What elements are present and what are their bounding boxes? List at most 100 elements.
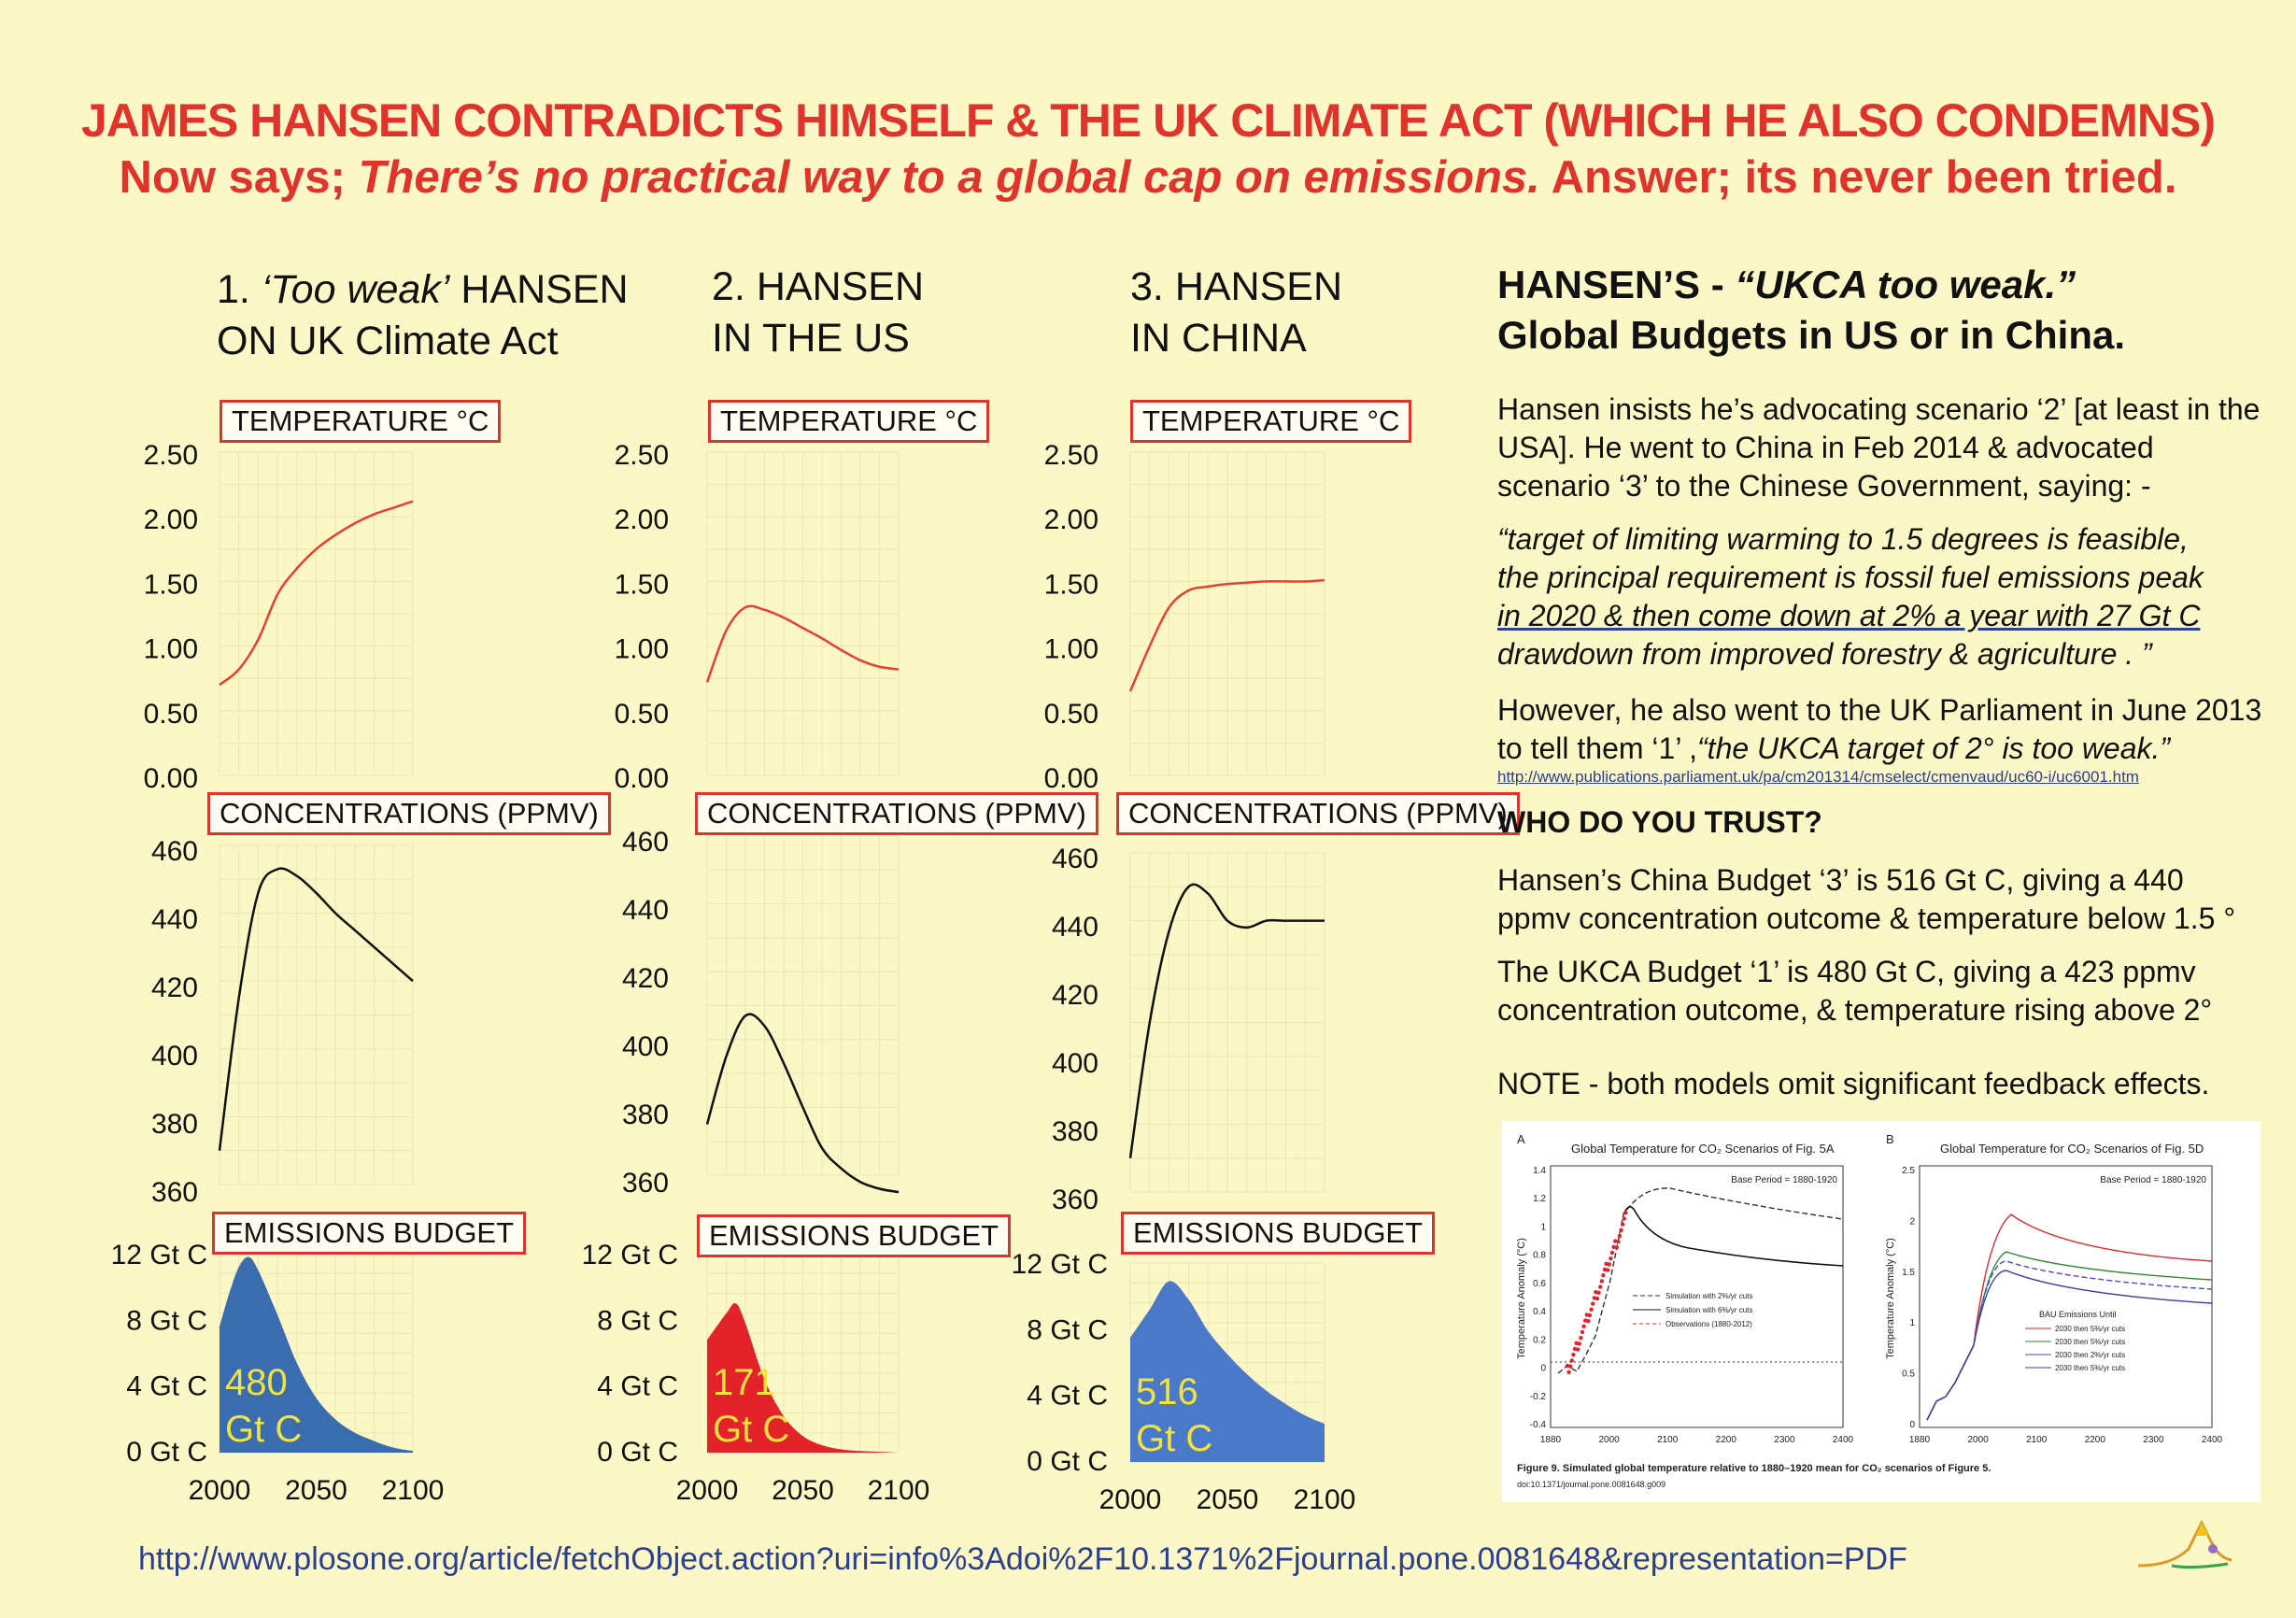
- y-tick-label: 1.00: [144, 634, 198, 665]
- panel-title-temperature-2: TEMPERATURE °C: [708, 400, 990, 443]
- inset-curve-6pct: [1623, 1206, 1844, 1267]
- y-tick-label: 2.00: [144, 504, 198, 535]
- parliament-link-text[interactable]: http://www.publications.parliament.uk/pa…: [1497, 768, 2139, 786]
- chart-2: 2.50 2.00 1.50 1.00 0.50 0.00: [615, 440, 900, 794]
- inset-observation-point: [1577, 1341, 1581, 1346]
- budget-value-label: 516: [1136, 1371, 1198, 1412]
- quote-line-1: “target of limiting warming to 1.5 degre…: [1497, 522, 2189, 556]
- inset-legend-a-1: Simulation with 2%/yr cuts: [1665, 1292, 1752, 1300]
- y-tick-label: 400: [1052, 1048, 1098, 1079]
- y-tick-label: 0.00: [144, 763, 198, 794]
- inset-observation-point: [1566, 1370, 1571, 1374]
- col2-number: 2.: [712, 264, 757, 309]
- inset-observation-point: [1621, 1222, 1625, 1227]
- footer-url[interactable]: http://www.plosone.org/article/fetchObje…: [138, 1541, 1907, 1577]
- y-tick-label: 460: [622, 827, 669, 858]
- y-tick-label: 460: [1052, 844, 1098, 874]
- inset-x-tick: 2200: [2085, 1435, 2106, 1445]
- budget-unit-label: Gt C: [1136, 1418, 1212, 1459]
- inset-y-tick: 0.4: [1533, 1307, 1546, 1317]
- parliament-link[interactable]: http://www.publications.parliament.uk/pa…: [1497, 768, 2139, 787]
- inset-x-tick: 2100: [1657, 1435, 1679, 1445]
- y-tick-label: 12 Gt C: [1012, 1249, 1108, 1280]
- panel-title-concentrations-1: CONCENTRATIONS (PPMV): [207, 792, 611, 835]
- chart-6: 460 440 420 400 380 360: [1052, 844, 1325, 1215]
- inset-base-period: Base Period = 1880-1920: [2100, 1175, 2206, 1185]
- budget-unit-label: Gt C: [225, 1409, 302, 1450]
- x-tick-label: 2000: [189, 1475, 251, 1506]
- inset-x-tick: 2100: [2026, 1435, 2048, 1445]
- y-tick-label: 360: [1052, 1185, 1098, 1215]
- chart-3: 2.50 2.00 1.50 1.00 0.50 0.00: [1044, 440, 1325, 794]
- inset-curve-2pct: [1557, 1187, 1844, 1374]
- budget-unit-label: Gt C: [713, 1409, 789, 1450]
- paragraph-ukca-budget: The UKCA Budget ‘1’ is 480 Gt C, giving …: [1497, 955, 2213, 1027]
- paragraph-china-budget: Hansen’s China Budget ‘3’ is 516 Gt C, g…: [1497, 863, 2236, 935]
- right-heading-line2: Global Budgets in US or in China.: [1497, 313, 2126, 357]
- y-tick-label: 380: [622, 1100, 669, 1130]
- emissions-area: [1130, 1281, 1325, 1462]
- y-tick-label: 0.50: [1044, 699, 1098, 730]
- col3-line1: HANSEN: [1174, 264, 1343, 309]
- y-tick-label: 2.00: [615, 504, 669, 535]
- inset-observation-point: [1579, 1336, 1583, 1341]
- y-tick-label: 0.00: [1044, 763, 1098, 794]
- inset-y-tick: 1.4: [1533, 1166, 1546, 1176]
- panel-title-emissions-3: EMISSIONS BUDGET: [1121, 1212, 1436, 1255]
- inset-observation-point: [1568, 1364, 1573, 1369]
- inset-observation-point: [1619, 1228, 1623, 1232]
- inset-curve-blue-dashed: [1926, 1260, 2213, 1421]
- inset-curve-green: [1926, 1251, 2213, 1421]
- inset-caption: Figure 9. Simulated global temperature r…: [1517, 1463, 1991, 1474]
- y-tick-label: 8 Gt C: [597, 1305, 678, 1336]
- page-subtitle: Now says; There’s no practical way to a …: [0, 151, 2296, 204]
- paragraph-uk-parliament: However, he also went to the UK Parliame…: [1497, 691, 2263, 768]
- y-tick-label: 0.50: [615, 699, 669, 730]
- inset-base-period: Base Period = 1880-1920: [1731, 1175, 1837, 1185]
- inset-observation-point: [1609, 1256, 1613, 1261]
- inset-panel-letter: A: [1517, 1132, 1525, 1146]
- inset-x-tick: 2000: [1598, 1435, 1620, 1445]
- col3-number: 3.: [1130, 264, 1175, 309]
- inset-observation-point: [1601, 1273, 1606, 1278]
- y-tick-label: 440: [1052, 912, 1098, 943]
- y-tick-label: 0 Gt C: [1027, 1446, 1108, 1477]
- x-tick-label: 2100: [868, 1475, 930, 1506]
- x-tick-label: 2050: [772, 1475, 834, 1506]
- y-tick-label: 380: [1052, 1116, 1098, 1147]
- inset-y-tick: 1: [1540, 1222, 1546, 1232]
- inset-legend-b-title: BAU Emissions Until: [2039, 1310, 2117, 1319]
- note-feedback: NOTE - both models omit significant feed…: [1497, 1067, 2210, 1100]
- quote-line-4: drawdown from improved forestry & agricu…: [1497, 637, 2152, 671]
- inset-observation-point: [1576, 1347, 1580, 1352]
- inset-chart: A Global Temperature for CO₂ Scenarios of…: [1516, 1132, 2223, 1489]
- column-heading-1: 1. ‘Too weak’ HANSEN ON UK Climate Act: [217, 264, 629, 367]
- right-heading-italic: “UKCA too weak.”: [1735, 263, 2076, 306]
- col2-line1: HANSEN: [756, 264, 925, 309]
- inset-y-tick: 1.5: [1902, 1268, 1915, 1278]
- inset-x-tick: 2400: [1833, 1435, 1854, 1445]
- x-tick-label: 2000: [676, 1475, 739, 1506]
- chart-9: 12 Gt C 8 Gt C 4 Gt C 0 Gt C 516 Gt C 2000 2050…: [1012, 1249, 1356, 1515]
- y-tick-label: 2.50: [144, 440, 198, 471]
- subtitle-tail: Answer; its never been tried.: [1539, 152, 2177, 203]
- budget-value-label: 480: [225, 1362, 288, 1403]
- subtitle-italic: There’s no practical way to a global cap…: [358, 152, 1540, 203]
- y-tick-label: 420: [151, 972, 198, 1003]
- y-tick-label: 460: [151, 836, 198, 867]
- y-tick-label: 2.50: [1044, 440, 1098, 471]
- y-tick-label: 360: [622, 1168, 669, 1199]
- chart-4: 460 440 420 400 380 360: [151, 836, 414, 1208]
- y-tick-label: 8 Gt C: [126, 1305, 207, 1336]
- logo-icon: [2137, 1519, 2232, 1569]
- y-tick-label: 400: [622, 1031, 669, 1062]
- col1-italic: ‘Too weak’: [261, 267, 450, 312]
- series-line: [1128, 883, 1325, 1158]
- chart-7: 12 Gt C 8 Gt C 4 Gt C 0 Gt C 480 Gt C 2000 2050…: [111, 1240, 445, 1506]
- y-tick-label: 0.00: [615, 763, 669, 794]
- inset-x-tick: 2400: [2202, 1435, 2223, 1445]
- inset-observation-point: [1571, 1353, 1576, 1357]
- inset-observation-point: [1622, 1216, 1626, 1221]
- col1-number: 1.: [217, 267, 262, 312]
- y-tick-label: 8 Gt C: [1027, 1314, 1108, 1345]
